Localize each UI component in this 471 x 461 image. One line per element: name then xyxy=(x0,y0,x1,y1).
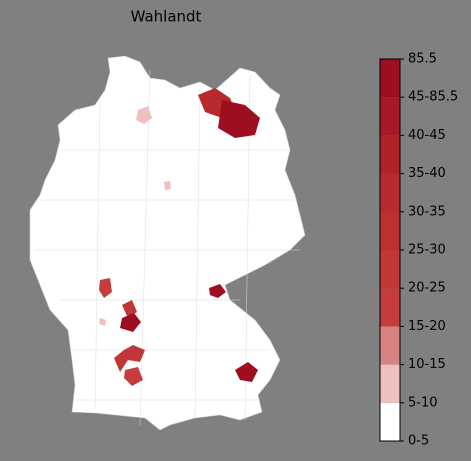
colorbar-label: 45-85.5 xyxy=(408,90,458,105)
germany-map xyxy=(29,55,306,431)
colorbar-label: 40-45 xyxy=(408,128,446,143)
colorbar-label: 35-40 xyxy=(408,166,446,181)
colorbar-label: 15-20 xyxy=(408,319,446,334)
colorbar-segment xyxy=(380,97,400,136)
colorbar-segment xyxy=(380,402,400,441)
colorbar-label: 30-35 xyxy=(408,204,446,219)
colorbar-segment xyxy=(380,364,400,403)
map-title: Wahlandt xyxy=(131,8,202,26)
colorbar-label: 5-10 xyxy=(408,395,438,410)
colorbar-label: 10-15 xyxy=(408,357,446,372)
colorbar-segment xyxy=(380,211,400,250)
colorbar-label: 20-25 xyxy=(408,281,446,296)
colorbar-segment xyxy=(380,288,400,327)
colorbar-label: 0-5 xyxy=(408,434,429,449)
colorbar-segment xyxy=(380,173,400,212)
colorbar-segment xyxy=(380,250,400,289)
colorbar-label: 25-30 xyxy=(408,243,446,258)
district-borders xyxy=(35,69,300,426)
colored-districts xyxy=(99,88,260,386)
colorbar-segment xyxy=(380,135,400,174)
country-outline xyxy=(29,55,306,431)
colorbar: 0-5 5-10 10-15 15-20 20-25 25-30 30-35 35-40 40-… xyxy=(380,52,458,449)
colorbar-frame xyxy=(379,58,401,442)
colorbar-segment xyxy=(380,59,400,98)
colorbar-label: 85.5 xyxy=(408,52,437,67)
colorbar-segment xyxy=(380,326,400,365)
